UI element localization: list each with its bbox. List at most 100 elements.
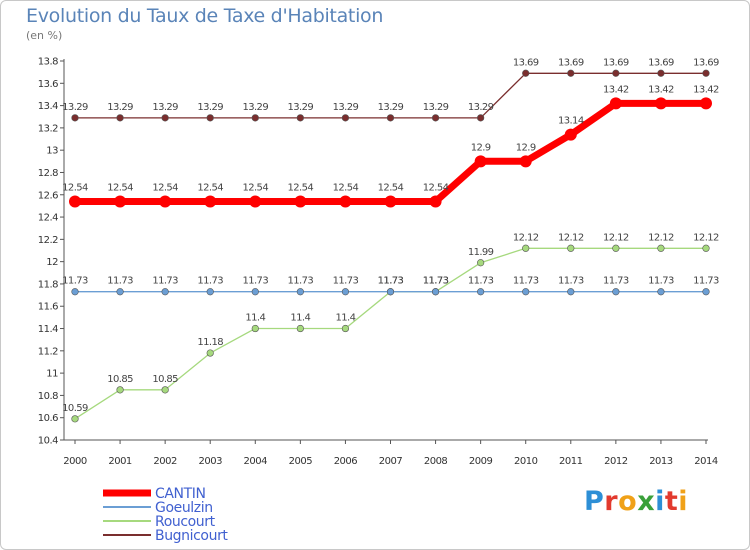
data-label-cantin: 12.54 — [242, 182, 268, 193]
data-point-roucourt — [702, 244, 710, 252]
data-point-roucourt — [206, 349, 214, 357]
data-label-goeulzin: 11.73 — [333, 276, 359, 287]
logo-letter: i — [655, 486, 665, 517]
legend-label-bugnicourt: Bugnicourt — [155, 528, 228, 544]
data-label-goeulzin: 11.73 — [242, 276, 268, 287]
legend-label-cantin: CANTIN — [155, 486, 206, 502]
data-label-goeulzin: 11.73 — [378, 276, 404, 287]
data-label-cantin: 12.9 — [516, 142, 536, 153]
data-point-goeulzin — [116, 288, 124, 296]
data-point-goeulzin — [431, 288, 440, 296]
x-tick-label: 2005 — [289, 456, 313, 467]
y-tick-label: 11 — [46, 369, 58, 380]
data-label-roucourt: 11.99 — [468, 247, 494, 258]
data-point-bugnicourt — [522, 69, 530, 77]
logo-letter: i — [678, 486, 689, 517]
data-label-roucourt: 12.12 — [693, 232, 719, 243]
data-point-cantin — [249, 195, 262, 208]
x-tick-label: 2008 — [424, 456, 448, 467]
data-label-bugnicourt: 13.29 — [378, 102, 404, 113]
data-point-cantin — [564, 128, 577, 141]
data-label-roucourt: 10.85 — [107, 374, 133, 385]
data-point-bugnicourt — [702, 69, 710, 77]
data-point-roucourt — [657, 244, 665, 252]
y-tick-label: 12.4 — [38, 213, 58, 224]
data-point-goeulzin — [251, 288, 259, 296]
chart-point-labels: 13.29 13.29 13.29 13.29 13.29 13.29 13.29 13.29… — [62, 57, 719, 414]
data-point-roucourt — [71, 415, 79, 423]
chart-axes: 10.4 10.6 10.8 11 11.2 11.4 11.6 11.8 12 12.2 12.4… — [38, 57, 719, 468]
data-label-cantin: 13.42 — [648, 84, 674, 95]
logo-letter: r — [604, 486, 619, 517]
data-label-goeulzin: 11.73 — [107, 276, 133, 287]
y-tick-label: 11.8 — [38, 279, 58, 290]
data-label-cantin: 13.42 — [693, 84, 719, 95]
data-label-goeulzin: 11.73 — [62, 276, 88, 287]
x-tick-label: 2000 — [63, 456, 87, 467]
data-point-goeulzin — [161, 288, 169, 296]
data-point-cantin — [474, 155, 487, 168]
data-point-bugnicourt — [251, 114, 259, 122]
data-label-roucourt: 10.85 — [152, 374, 178, 385]
data-point-goeulzin — [206, 288, 214, 296]
data-label-goeulzin: 11.73 — [558, 276, 584, 287]
x-tick-label: 2001 — [108, 456, 132, 467]
data-label-bugnicourt: 13.69 — [603, 57, 629, 68]
x-tick-label: 2014 — [694, 456, 718, 467]
data-label-bugnicourt: 13.29 — [152, 102, 178, 113]
y-tick-label: 13.8 — [38, 57, 58, 68]
data-point-goeulzin — [612, 288, 620, 296]
data-label-bugnicourt: 13.29 — [62, 102, 88, 113]
data-point-bugnicourt — [431, 114, 440, 122]
data-label-goeulzin: 11.73 — [513, 276, 539, 287]
y-tick-label: 13.6 — [38, 79, 58, 90]
y-tick-label: 11.6 — [38, 302, 58, 313]
data-point-goeulzin — [341, 288, 350, 296]
data-point-bugnicourt — [477, 114, 485, 122]
data-point-goeulzin — [386, 288, 395, 296]
data-point-cantin — [204, 195, 217, 208]
data-label-goeulzin: 11.73 — [197, 276, 223, 287]
y-tick-label: 11.2 — [38, 346, 58, 357]
data-point-goeulzin — [702, 288, 710, 296]
data-point-cantin — [609, 97, 622, 110]
data-point-cantin — [69, 195, 81, 208]
data-label-roucourt: 11.4 — [290, 313, 310, 324]
data-label-roucourt: 12.12 — [558, 232, 584, 243]
data-point-roucourt — [612, 244, 620, 252]
data-point-roucourt — [522, 244, 530, 252]
data-label-goeulzin: 11.73 — [648, 276, 674, 287]
data-point-cantin — [384, 195, 397, 208]
data-label-roucourt: 10.59 — [62, 403, 88, 414]
data-label-bugnicourt: 13.69 — [693, 57, 719, 68]
data-point-bugnicourt — [206, 114, 214, 122]
data-point-roucourt — [161, 386, 169, 394]
data-label-cantin: 12.54 — [423, 182, 449, 193]
data-point-cantin — [114, 195, 127, 208]
data-label-roucourt: 12.12 — [513, 232, 539, 243]
proxiti-logo: Proxiti — [584, 486, 688, 517]
data-point-cantin — [339, 195, 352, 208]
data-label-cantin: 13.42 — [603, 84, 629, 95]
data-label-cantin: 12.54 — [333, 182, 359, 193]
data-label-bugnicourt: 13.29 — [197, 102, 223, 113]
data-label-cantin: 12.9 — [471, 142, 491, 153]
y-tick-label: 13.4 — [38, 101, 58, 112]
legend-label-goeulzin: Goeulzin — [155, 500, 213, 516]
data-label-roucourt: 11.73 — [378, 276, 404, 287]
x-tick-label: 2003 — [198, 456, 222, 467]
logo-letter: P — [584, 486, 605, 517]
data-point-cantin — [294, 195, 307, 208]
data-label-bugnicourt: 13.29 — [423, 102, 449, 113]
data-point-bugnicourt — [116, 114, 124, 122]
data-point-roucourt — [296, 324, 304, 333]
data-label-bugnicourt: 13.69 — [648, 57, 674, 68]
x-tick-label: 2004 — [244, 456, 268, 467]
chart-unit-label: (en %) — [26, 29, 63, 42]
x-tick-label: 2002 — [153, 456, 177, 467]
y-tick-label: 12.8 — [38, 168, 58, 179]
x-tick-label: 2007 — [379, 456, 403, 467]
data-label-goeulzin: 11.73 — [468, 276, 494, 287]
